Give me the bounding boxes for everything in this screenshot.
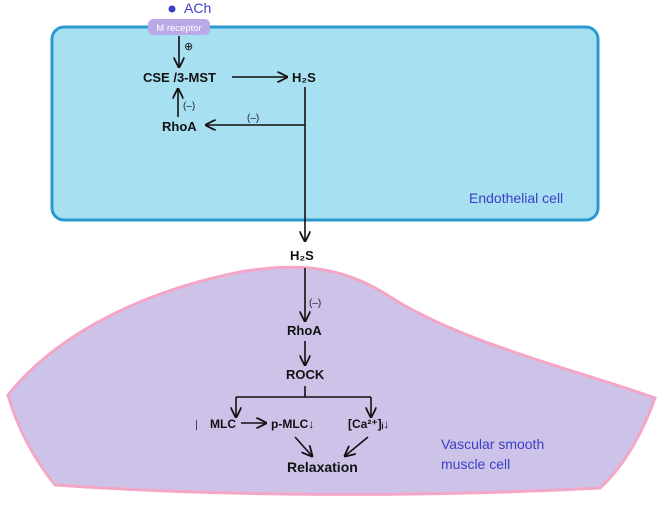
endothelial-cell <box>50 25 600 222</box>
ca-label: [Ca²⁺]ᵢ↓ <box>348 417 389 431</box>
endothelial-cell-label: Endothelial cell <box>469 190 563 206</box>
rock-label: ROCK <box>286 367 325 382</box>
rhoa-vsmc-label: RhoA <box>287 323 322 338</box>
smooth-muscle-label-1: Vascular smooth <box>441 436 544 452</box>
m-receptor-label: M receptor <box>156 23 201 34</box>
pmlc-label: p-MLC↓ <box>271 417 314 431</box>
ach-label: ACh <box>184 0 211 16</box>
ach-dot <box>168 5 176 13</box>
relaxation-label: Relaxation <box>287 459 358 475</box>
arrow-ca-to-relaxation <box>345 436 369 456</box>
inhibit-h2s-rhoa: (–) <box>247 113 259 124</box>
activation-sign: ⊕ <box>184 40 193 53</box>
inhibit-rhoa-cse: (–) <box>183 101 195 112</box>
smooth-muscle-cell <box>6 265 657 496</box>
mlc-label: MLC <box>210 417 236 431</box>
mlc-mark: ∣ <box>194 420 199 431</box>
cse-3mst-label: CSE /3-MST <box>143 70 216 85</box>
m-receptor <box>148 19 210 35</box>
inhibit-h2s-rhoa-vsmc: (–) <box>309 298 321 309</box>
rhoa-endothelial-label: RhoA <box>162 119 197 134</box>
h2s-between-label: H₂S <box>290 248 314 263</box>
smooth-muscle-label-2: muscle cell <box>441 456 510 472</box>
arrow-pmlc-to-relaxation <box>294 436 312 456</box>
h2s-endothelial-label: H₂S <box>292 70 316 85</box>
